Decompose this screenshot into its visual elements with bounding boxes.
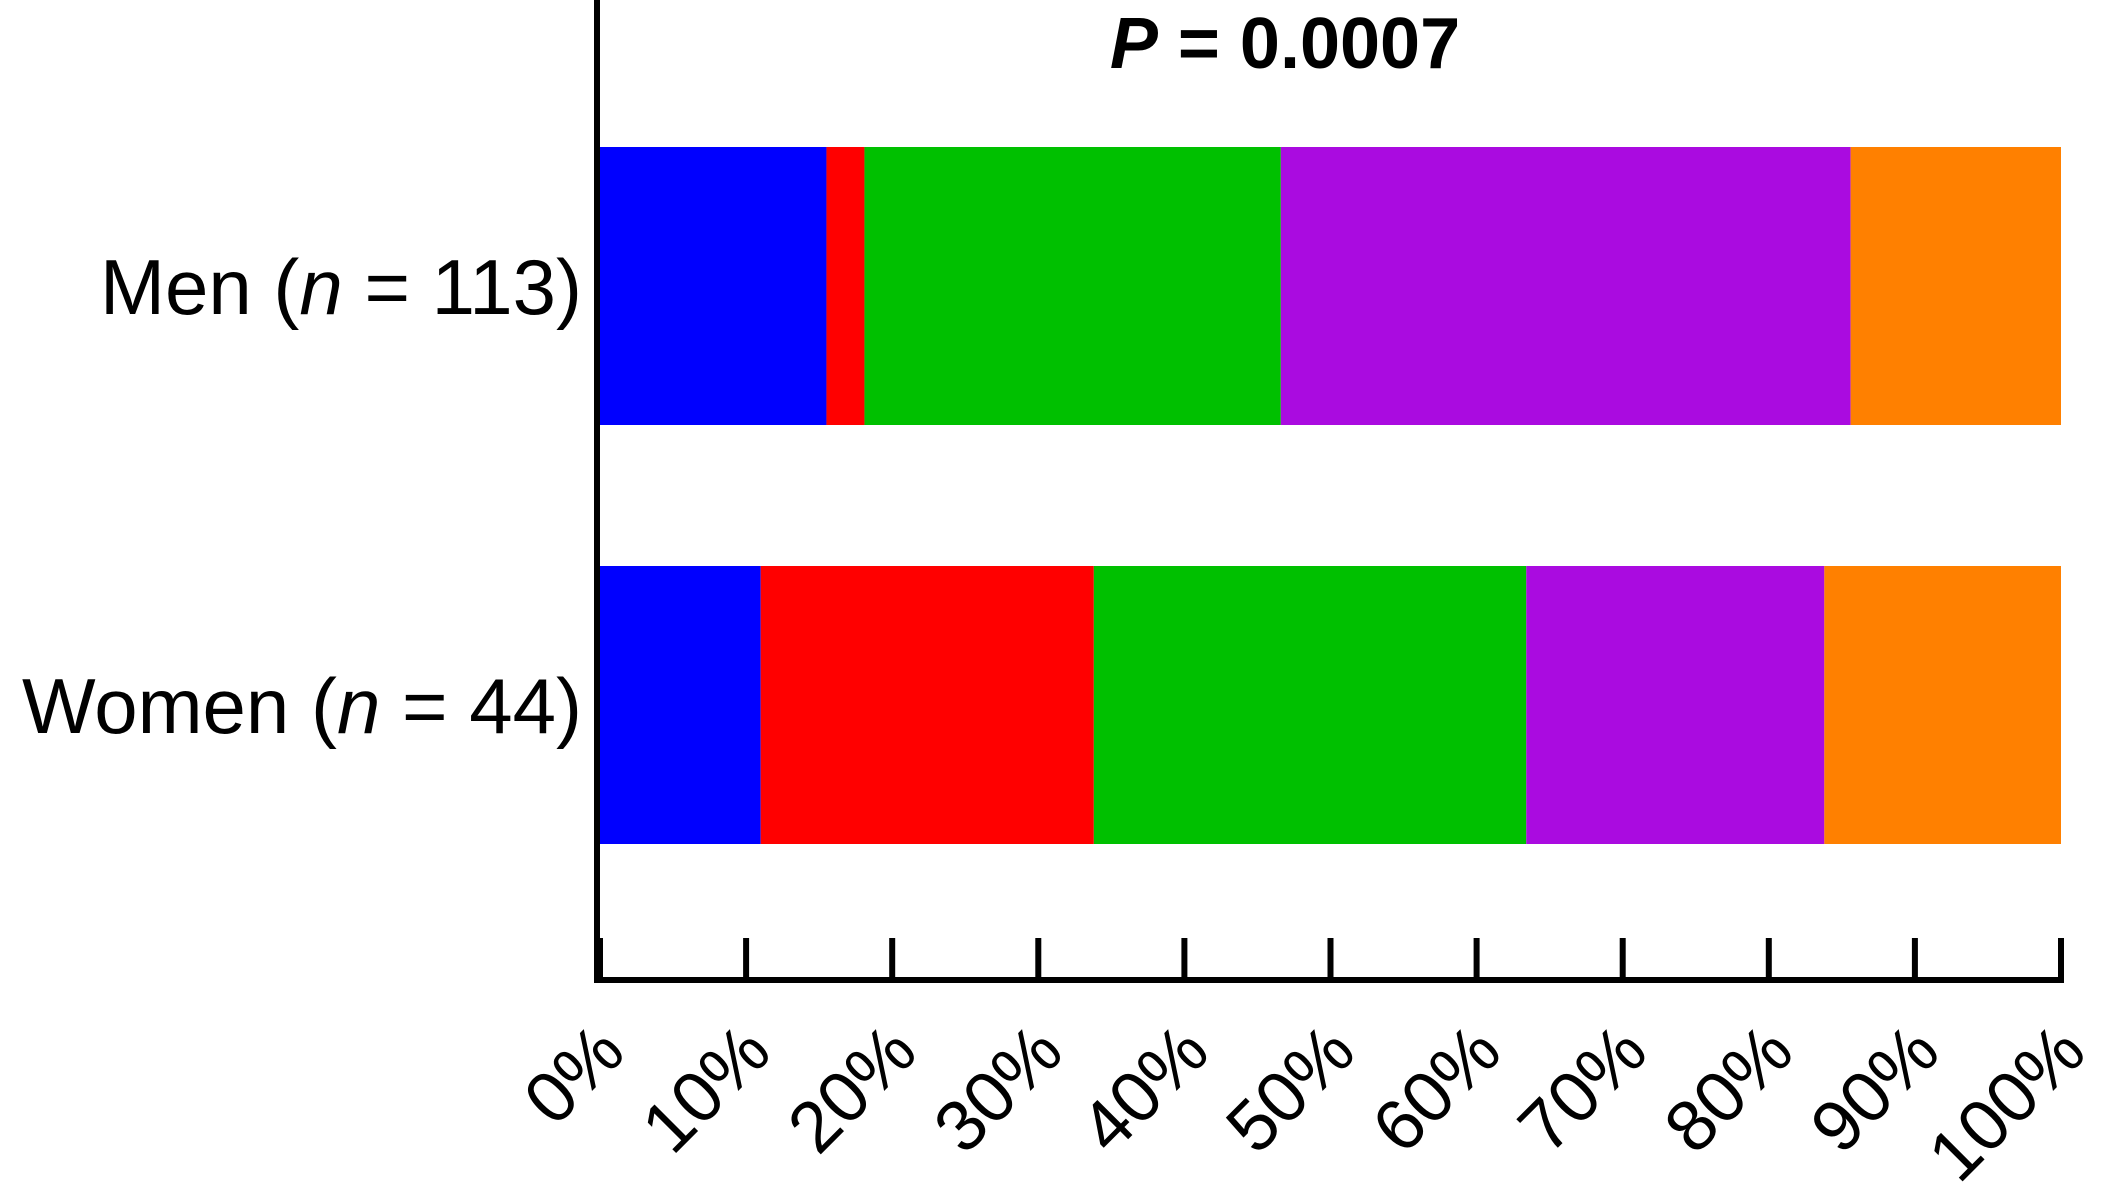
x-tick-label-6: 60% <box>1357 1010 1515 1168</box>
bar-segment-1-2 <box>1093 566 1527 844</box>
x-tick-label-3: 30% <box>919 1010 1077 1168</box>
category-label-1: Women (n = 44) <box>22 662 582 750</box>
category-suffix: = 113) <box>343 243 582 331</box>
category-prefix: Women ( <box>22 662 337 750</box>
bar-segment-0-4 <box>1850 147 2061 425</box>
bar-segment-1-4 <box>1824 566 2061 844</box>
x-tick-label-2: 20% <box>773 1010 931 1168</box>
category-n-symbol: n <box>299 243 342 331</box>
bar-segment-0-1 <box>826 147 865 425</box>
bars-layer <box>600 147 2061 844</box>
category-prefix: Men ( <box>100 243 299 331</box>
x-tick-label-7: 70% <box>1504 1010 1662 1168</box>
category-label-0: Men (n = 113) <box>100 243 582 331</box>
x-tick-label-8: 80% <box>1650 1010 1808 1168</box>
bar-segment-0-2 <box>864 147 1281 425</box>
bar-segment-1-0 <box>600 566 761 844</box>
x-tick-label-5: 50% <box>1211 1010 1369 1168</box>
x-tick-label-10: 100% <box>1914 1010 2101 1187</box>
category-suffix: = 44) <box>380 662 582 750</box>
x-tick-label-0: 0% <box>509 1010 639 1140</box>
x-tick-label-1: 10% <box>627 1010 785 1168</box>
category-n-symbol: n <box>337 662 380 750</box>
p-symbol: P <box>1110 4 1159 84</box>
bar-segment-1-3 <box>1526 566 1825 844</box>
p-value-text: = 0.0007 <box>1178 4 1460 84</box>
bar-segment-1-1 <box>760 566 1094 844</box>
p-value-annotation: P = 0.0007 <box>1110 4 1460 84</box>
bar-segment-0-3 <box>1280 147 1851 425</box>
x-tick-label-4: 40% <box>1065 1010 1223 1168</box>
axes-layer <box>594 0 2064 983</box>
bar-segment-0-0 <box>600 147 827 425</box>
